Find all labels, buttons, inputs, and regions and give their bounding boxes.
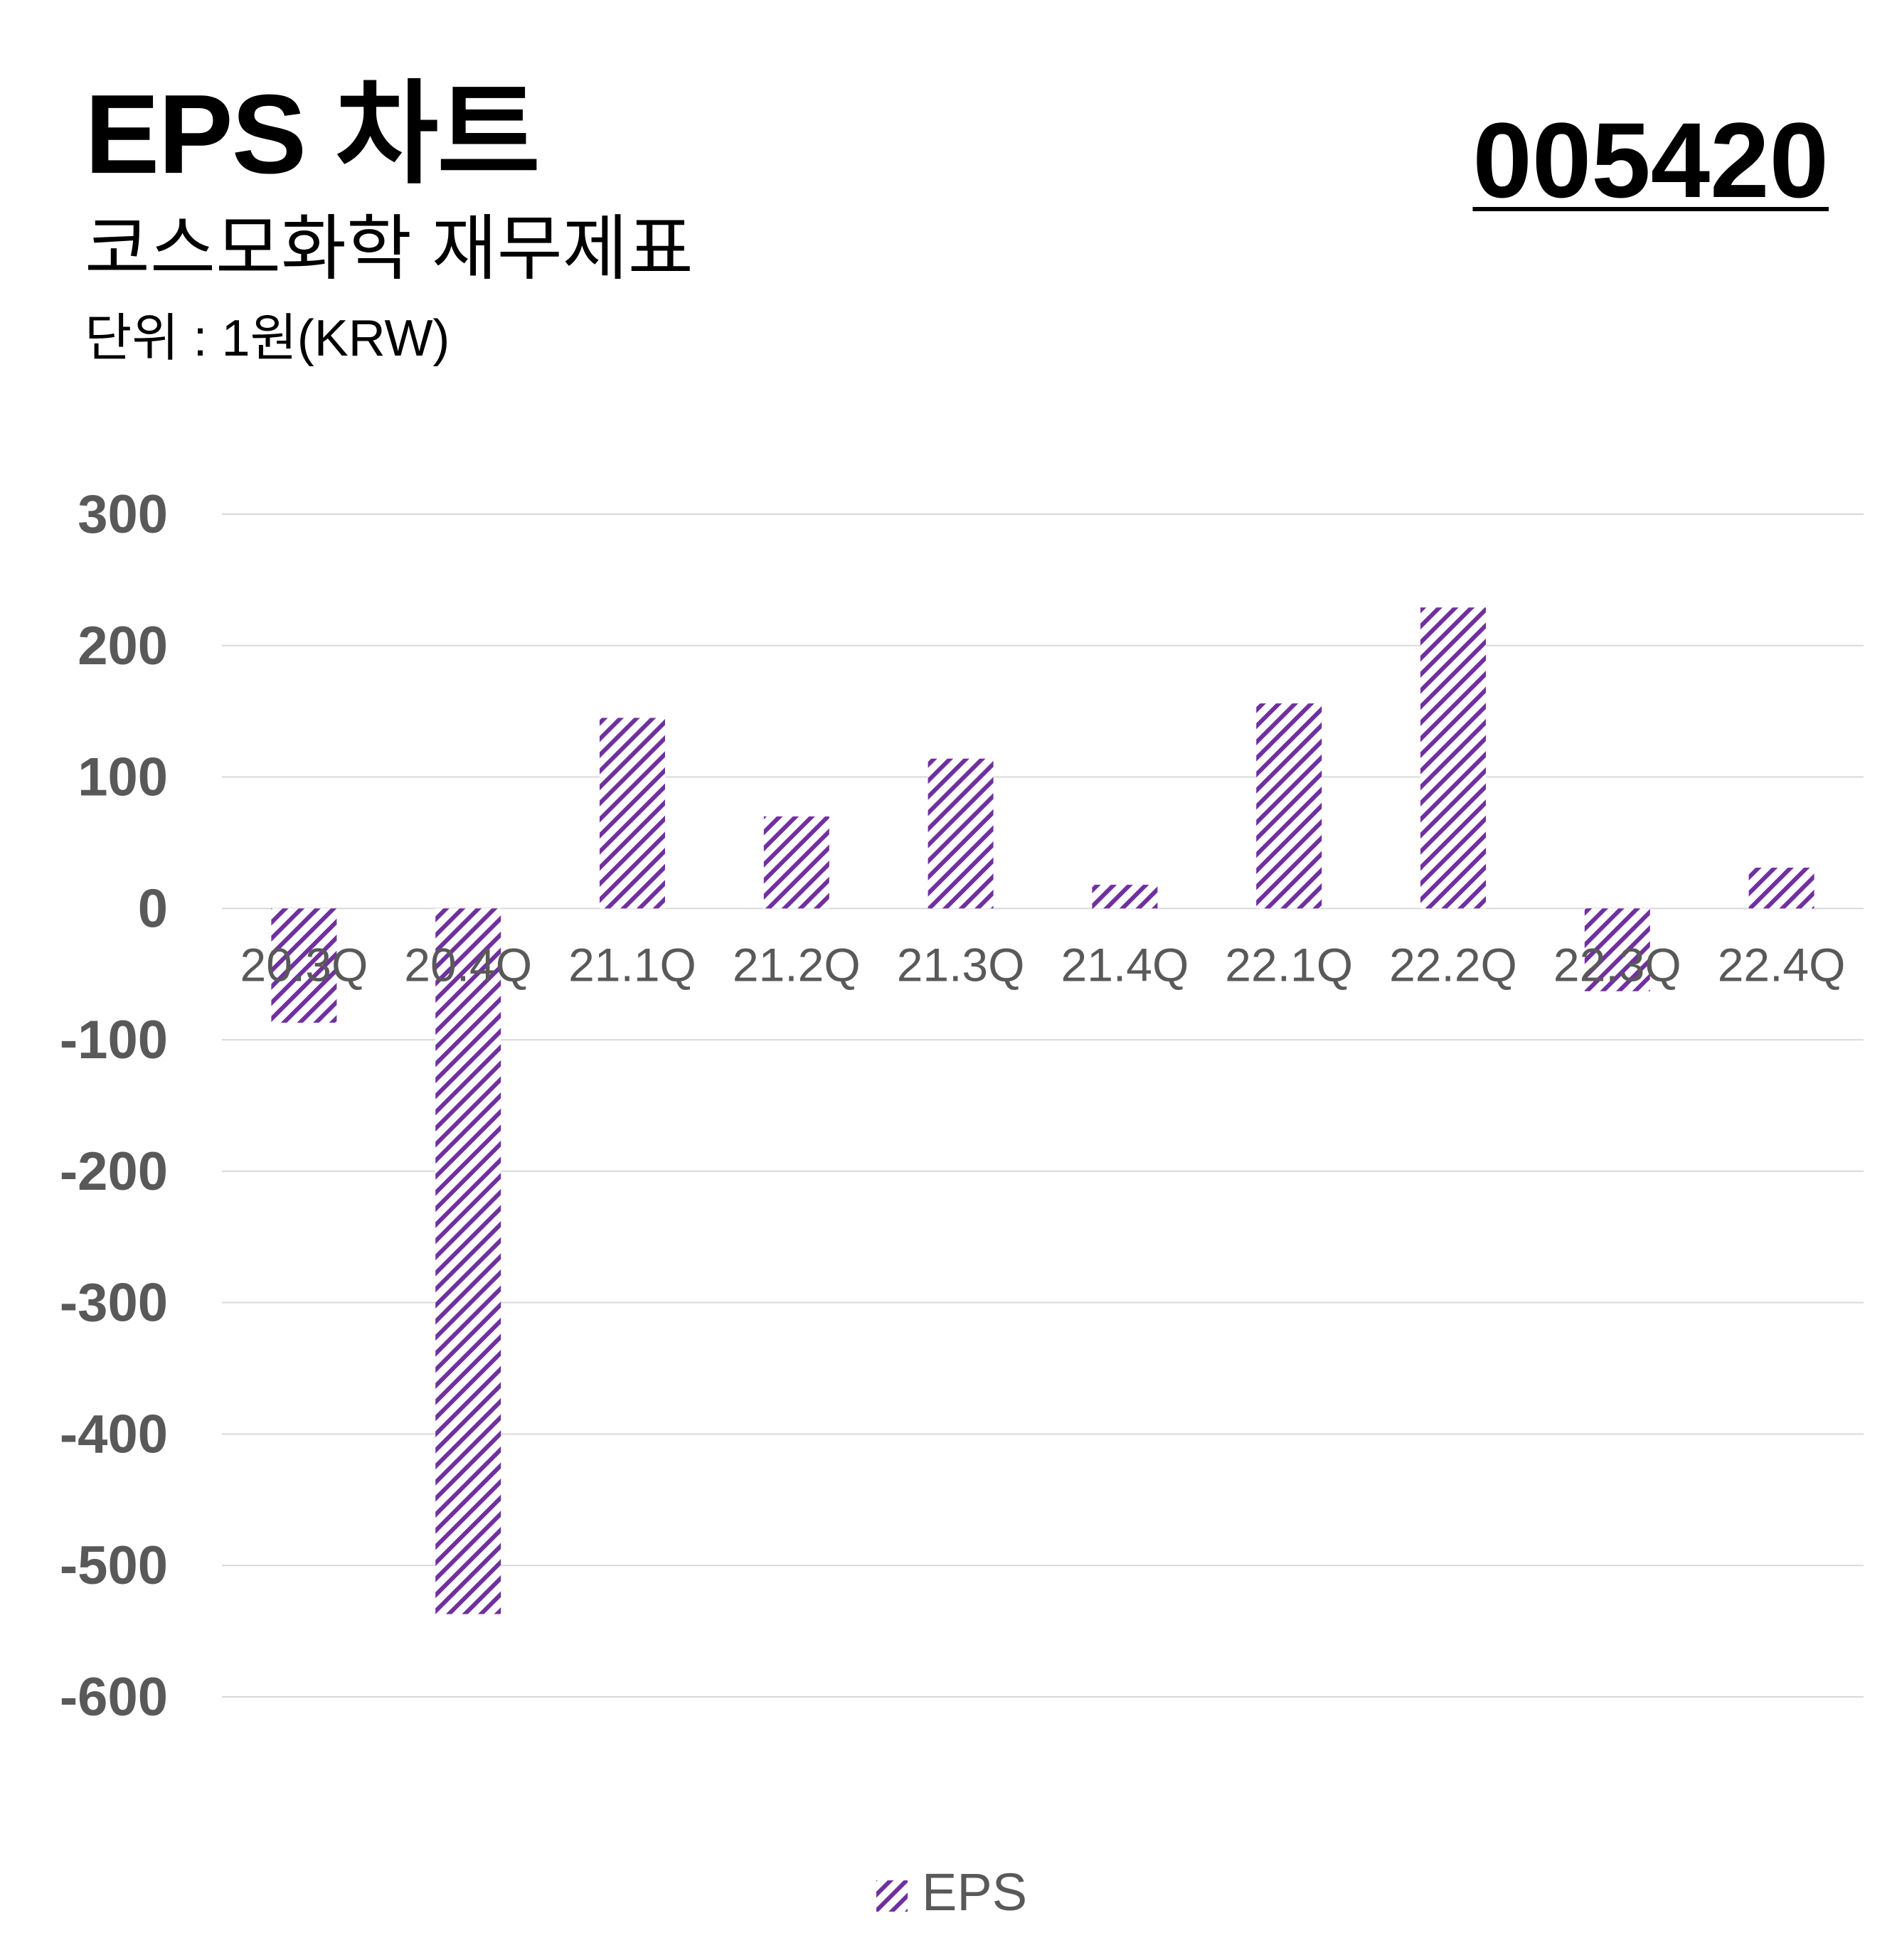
x-category-label: 20.4Q — [404, 938, 532, 991]
y-tick-label: -300 — [60, 1273, 168, 1333]
bar-22.2Q — [1420, 607, 1486, 909]
x-category-label: 22.4Q — [1718, 938, 1846, 991]
bar-21.1Q — [600, 718, 665, 909]
x-category-label: 21.2Q — [733, 938, 861, 991]
bar-22.1Q — [1256, 703, 1322, 909]
bar-22.3Q — [1584, 908, 1650, 991]
bars — [271, 607, 1814, 1614]
y-tick-label: -500 — [60, 1535, 168, 1596]
x-category-label: 22.2Q — [1389, 938, 1517, 991]
y-tick-label: -100 — [60, 1010, 168, 1070]
x-category-label: 20.3Q — [240, 938, 368, 991]
y-tick-label: 300 — [78, 484, 168, 545]
x-category-label: 21.3Q — [897, 938, 1025, 991]
y-tick-label: 100 — [78, 747, 168, 808]
y-tick-label: 200 — [78, 616, 168, 676]
y-axis-ticks: 300 200 100 0 -100 -200 -300 -400 -500 -600 — [60, 484, 168, 1727]
y-tick-label: -600 — [60, 1667, 168, 1727]
chart-title: EPS 차트 — [85, 72, 541, 197]
legend-label: EPS — [922, 1863, 1027, 1922]
bar-21.2Q — [763, 816, 829, 909]
bar-22.4Q — [1748, 868, 1814, 909]
x-axis-labels: 20.3Q 20.4Q 21.1Q 21.2Q 21.3Q 21.4Q 22.1Q 22.2Q… — [240, 938, 1846, 991]
legend-swatch — [876, 1880, 908, 1912]
bar-21.3Q — [928, 758, 994, 909]
unit-label: 단위 : 1원(KRW) — [85, 310, 450, 367]
x-category-label: 22.3Q — [1553, 938, 1681, 991]
x-category-label: 21.1Q — [568, 938, 696, 991]
y-tick-label: 0 — [138, 878, 168, 939]
legend: EPS — [876, 1863, 1027, 1922]
chart-subtitle: 코스모화학 재무제표 — [85, 209, 694, 289]
y-tick-label: -400 — [60, 1404, 168, 1464]
y-tick-label: -200 — [60, 1141, 168, 1202]
x-category-label: 22.1Q — [1225, 938, 1353, 991]
bar-21.4Q — [1092, 885, 1158, 909]
bar-20.3Q — [271, 908, 337, 1023]
bar-20.4Q — [435, 908, 501, 1614]
stock-code[interactable]: 005420 — [1472, 100, 1829, 220]
x-category-label: 21.4Q — [1061, 938, 1189, 991]
